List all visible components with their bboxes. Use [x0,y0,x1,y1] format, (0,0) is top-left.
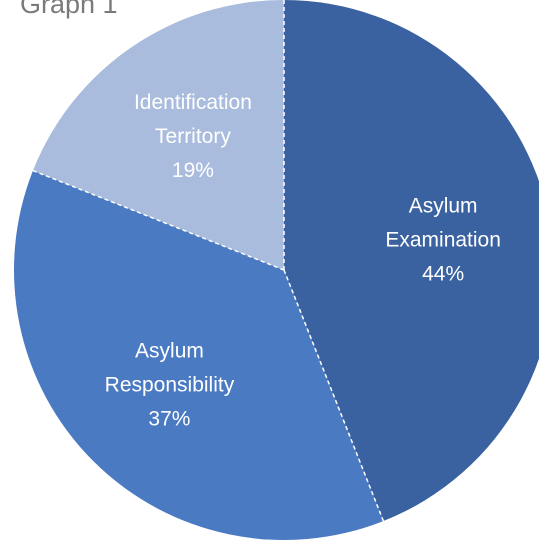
pie-slice-0 [284,0,539,522]
pie-label-line: Identification [134,91,252,114]
page-title: Graph 1 [20,0,118,19]
pie-label-1: Asylum Responsibility 37% [105,340,235,431]
pie-slices [13,0,539,540]
pie-label-0: Asylum Examination 44% [385,195,501,286]
pie-label-line: Territory [155,125,231,148]
pie-label-value: 37% [148,408,190,431]
pie-separators [32,0,385,522]
pie-label-line: Asylum [409,195,478,218]
pie-separator-1 [283,269,385,522]
pie-separator-2 [32,169,285,271]
pie-label-line: Asylum [135,340,204,363]
pie-slice-1 [13,170,384,540]
pie-label-2: Identification Territory 19% [134,91,252,182]
pie-slice-2 [32,0,284,270]
pie-label-line: Examination [385,229,501,252]
pie-label-value: 44% [422,263,464,286]
pie-label-line: Responsibility [105,374,235,397]
pie-labels: Asylum Examination 44% Asylum Responsibility… [105,91,501,431]
pie-label-value: 19% [172,159,214,182]
